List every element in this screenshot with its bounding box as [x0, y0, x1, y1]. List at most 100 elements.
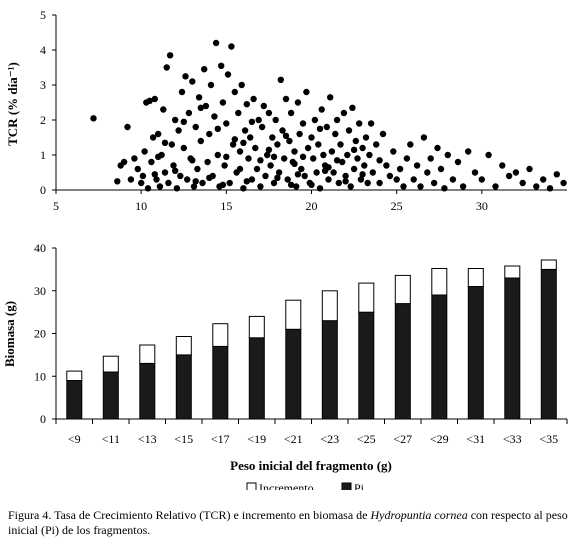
scatter-point	[269, 134, 276, 141]
scatter-point	[311, 116, 319, 124]
scatter-point	[299, 153, 307, 160]
scatter-point	[313, 169, 320, 176]
scatter-point	[141, 148, 148, 155]
scatter-y-tick-label: 1	[40, 148, 46, 162]
scatter-point	[333, 116, 341, 124]
scatter-point	[156, 183, 164, 190]
scatter-point	[175, 127, 182, 134]
scatter-point	[206, 130, 213, 138]
scatter-point	[262, 172, 269, 180]
scatter-point	[444, 151, 451, 159]
scatter-point	[323, 123, 330, 131]
scatter-point	[356, 120, 363, 127]
bar-x-tick-label: <17	[211, 432, 230, 446]
scatter-point	[560, 179, 567, 187]
scatter-point	[350, 146, 358, 153]
scatter-y-tick-label: 3	[40, 78, 46, 92]
scatter-point	[342, 178, 349, 185]
scatter-point	[301, 172, 308, 180]
scatter-point	[224, 71, 232, 78]
scatter-point	[540, 176, 547, 183]
scatter-point	[267, 162, 274, 169]
scatter-point	[134, 165, 141, 173]
bar-pi	[66, 380, 83, 420]
scatter-point	[275, 169, 283, 176]
scatter-x-tick-label: 20	[306, 199, 318, 213]
scatter-point	[330, 169, 337, 176]
scatter-point	[184, 176, 191, 183]
bar-incremento	[467, 268, 484, 287]
caption-prefix: Figura 4. Tasa de Crecimiento Relativo (…	[8, 508, 371, 522]
scatter-point	[359, 144, 366, 152]
scatter-point	[194, 165, 201, 173]
bar-y-tick-label: 10	[34, 369, 46, 383]
scatter-point	[206, 174, 213, 181]
scatter-point	[315, 141, 322, 148]
scatter-point	[342, 172, 349, 180]
scatter-point	[345, 127, 353, 134]
scatter-point	[403, 155, 411, 162]
scatter-point	[465, 148, 472, 155]
bar-x-tick-label: <31	[466, 432, 485, 446]
scatter-point	[291, 148, 298, 155]
scatter-point	[308, 134, 315, 141]
scatter-point	[410, 176, 417, 183]
scatter-point	[170, 162, 177, 169]
scatter-point	[459, 183, 467, 190]
scatter-point	[153, 176, 160, 183]
scatter-point	[165, 179, 172, 187]
scatter-point	[197, 104, 204, 112]
scatter-point	[279, 127, 286, 134]
figure-canvas: 5 10 15 20 25 30 0 1 2 3 4 5 TCR (% día⁻¹) 0 10 20 30…	[2, 8, 568, 490]
bar-pi	[321, 320, 338, 420]
scatter-point	[138, 179, 145, 187]
scatter-point	[223, 120, 230, 127]
scatter-y-axis-label: TCR (% día⁻¹)	[5, 62, 20, 146]
bar-incremento	[431, 268, 448, 296]
scatter-point	[146, 97, 153, 105]
scatter-point	[321, 167, 329, 174]
bar-x-tick-label: <9	[68, 432, 81, 446]
scatter-point	[161, 169, 169, 176]
scatter-point	[282, 132, 290, 139]
scatter-point	[231, 136, 238, 143]
scatter-y-tick-label: 0	[40, 183, 46, 197]
scatter-point	[316, 185, 324, 192]
scatter-point	[211, 113, 218, 120]
scatter-point	[180, 144, 187, 152]
scatter-point	[499, 162, 506, 169]
bar-y-ticks: 0 10 20 30 40	[34, 241, 56, 426]
scatter-point	[274, 141, 281, 148]
scatter-point	[320, 151, 327, 159]
scatter-points	[90, 39, 567, 192]
scatter-point	[376, 179, 383, 187]
scatter-point	[335, 179, 342, 187]
scatter-point	[247, 134, 254, 141]
scatter-point	[212, 39, 220, 47]
scatter-point	[350, 165, 358, 173]
bar-incremento	[66, 370, 83, 382]
figure-caption: Figura 4. Tasa de Crecimiento Relativo (…	[8, 508, 573, 538]
scatter-point	[258, 123, 266, 131]
scatter-point	[296, 130, 303, 138]
scatter-point	[241, 127, 249, 134]
bar-y-axis-label: Biomasa (g)	[2, 301, 17, 367]
scatter-point	[172, 116, 179, 124]
scatter-point	[533, 183, 540, 190]
scatter-point	[454, 158, 462, 166]
scatter-point	[214, 125, 221, 132]
scatter-point	[333, 157, 341, 164]
scatter-point	[149, 134, 157, 141]
bar-x-tick-label: <29	[430, 432, 449, 446]
scatter-point	[127, 176, 135, 183]
scatter-point	[291, 160, 298, 167]
scatter-point	[151, 171, 158, 178]
bar-incremento	[248, 315, 265, 339]
scatter-point	[471, 169, 479, 176]
bar-x-ticks: <9 <11 <13 <15 <17 <19 <21 <23 <25 <27 <29 <31 <33 <3…	[55, 419, 568, 446]
scatter-point	[231, 88, 238, 96]
bar-incremento	[504, 265, 521, 279]
scatter-point	[218, 62, 225, 69]
bar-x-tick-label: <25	[357, 432, 376, 446]
scatter-point	[178, 88, 186, 96]
